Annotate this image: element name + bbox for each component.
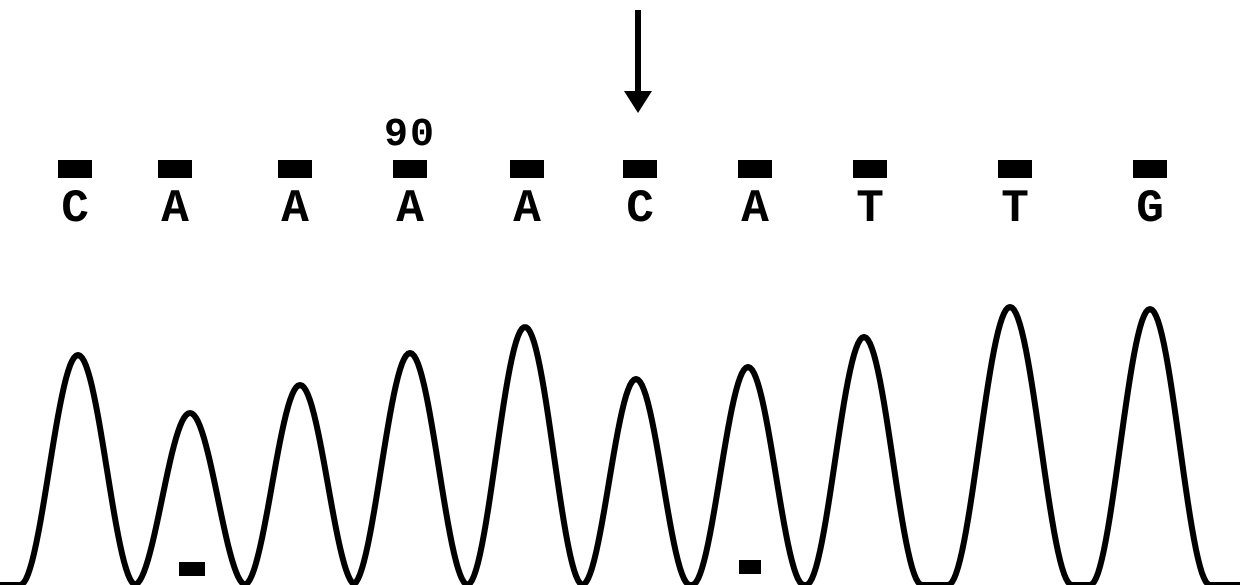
quality-marker <box>623 160 657 178</box>
base-call: A <box>741 186 769 232</box>
base-call: C <box>626 186 654 232</box>
base-call: A <box>396 186 424 232</box>
chromatogram-trace <box>0 302 1240 585</box>
base-call: T <box>856 186 884 232</box>
quality-marker <box>278 160 312 178</box>
quality-marker <box>158 160 192 178</box>
quality-marker <box>853 160 887 178</box>
baseline-mark <box>739 560 761 574</box>
quality-marker <box>738 160 772 178</box>
baseline-mark <box>179 562 205 576</box>
arrow-shaft <box>635 10 641 92</box>
quality-marker <box>1133 160 1167 178</box>
base-call: A <box>161 186 189 232</box>
base-call: G <box>1136 186 1164 232</box>
mutation-pointer-arrow <box>624 10 652 113</box>
base-call: T <box>1001 186 1029 232</box>
sequencing-chromatogram: 90 C A A A A C A T T G <box>0 0 1240 585</box>
trace-path <box>0 307 1240 585</box>
quality-marker <box>998 160 1032 178</box>
base-call: A <box>513 186 541 232</box>
base-call: C <box>61 186 89 232</box>
base-call: A <box>281 186 309 232</box>
quality-marker <box>58 160 92 178</box>
chromatogram-svg <box>0 302 1240 585</box>
quality-marker <box>393 160 427 178</box>
sequence-position-label: 90 <box>384 116 436 156</box>
arrow-head-icon <box>624 91 652 113</box>
quality-marker <box>510 160 544 178</box>
